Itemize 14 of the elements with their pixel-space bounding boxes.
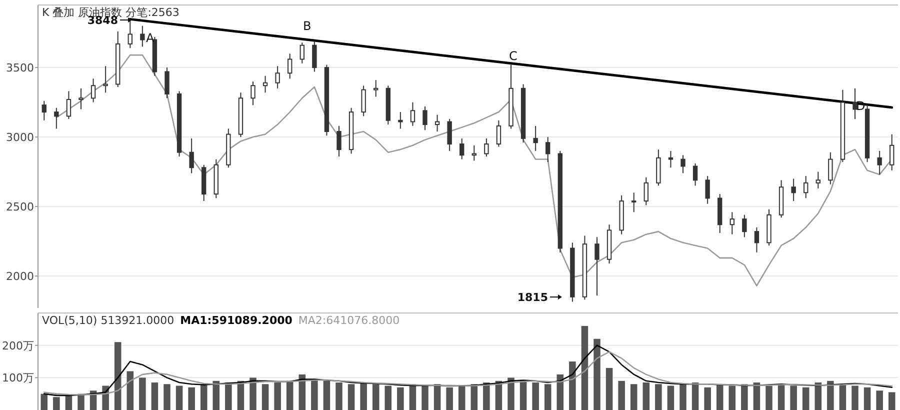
annotation: A bbox=[146, 31, 154, 45]
annotation: C bbox=[509, 49, 518, 63]
ytick: 2500 bbox=[6, 200, 34, 214]
title: VOL(5,10) 513921.0000 bbox=[42, 314, 174, 327]
ytick: 2000 bbox=[6, 270, 34, 284]
legend-item: MA2:641076.8000 bbox=[298, 314, 400, 327]
ytick: 3000 bbox=[6, 131, 34, 144]
ytick: 100万 bbox=[2, 372, 34, 385]
annotation: 1815 bbox=[517, 291, 562, 304]
ytick: 200万 bbox=[2, 339, 34, 352]
annotation: 1815 bbox=[517, 291, 548, 304]
annotation: B bbox=[303, 19, 312, 33]
ytick: 3500 bbox=[6, 62, 34, 75]
legend-item: MA1:591089.2000 bbox=[180, 314, 292, 327]
